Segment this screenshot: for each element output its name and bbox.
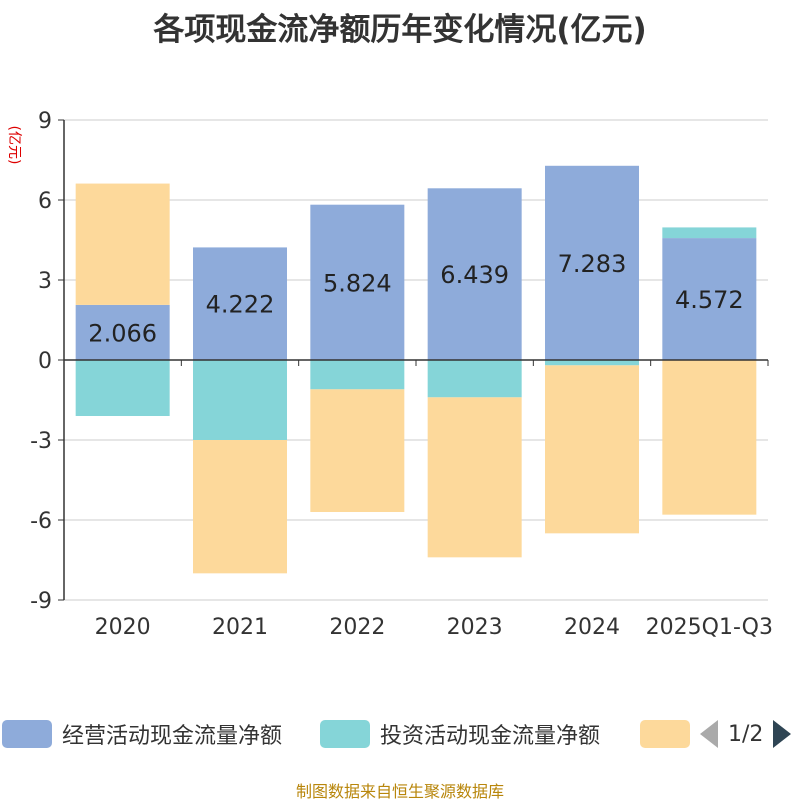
legend-prev-page-icon[interactable]	[700, 720, 718, 748]
bar-3-2021[interactable]	[193, 440, 287, 574]
bar-1-2024[interactable]	[545, 165, 639, 360]
y-tick-label: 3	[38, 269, 52, 294]
legend-label-operating: 经营活动现金流量净额	[62, 724, 283, 749]
data-label-2023: 6.439	[440, 261, 509, 289]
x-tick-label-2025Q1-Q3: 2025Q1-Q3	[646, 615, 773, 640]
bar-2-2023[interactable]	[427, 360, 522, 398]
legend-item-financing[interactable]	[640, 714, 700, 754]
label-layer: 2.066 4.222 5.824 6.439 7.283 4.572	[88, 250, 743, 348]
bar-layer	[75, 165, 757, 574]
bar-2-2021[interactable]	[193, 360, 287, 440]
bar-3-2025Q1-Q3[interactable]	[662, 360, 757, 515]
y-tick-label: 9	[38, 109, 52, 134]
bar-1-2025Q1-Q3[interactable]	[662, 238, 757, 360]
bar-2-2022[interactable]	[310, 360, 405, 390]
bar-3-2020[interactable]	[75, 183, 170, 305]
data-label-2021: 4.222	[206, 291, 275, 319]
axis-layer: 9 6 3 0 -3 -6 -9 2020 2021 2022 2023 2024 2025Q1-Q3	[30, 109, 773, 640]
source-note: 制图数据来自恒生聚源数据库	[295, 782, 504, 801]
y-tick-label: -6	[30, 509, 52, 534]
grid-layer	[64, 119, 768, 601]
y-tick-label: -3	[30, 429, 52, 454]
data-label-2024: 7.283	[558, 250, 627, 278]
chart-title: 各项现金流净额历年变化情况(亿元)	[153, 12, 647, 48]
y-tick-label: -9	[30, 589, 52, 614]
x-tick-label-2024: 2024	[564, 615, 620, 640]
x-tick-label-2022: 2022	[329, 615, 385, 640]
x-tick-label-2020: 2020	[95, 615, 151, 640]
data-label-2022: 5.824	[323, 269, 392, 297]
legend-label-investing: 投资活动现金流量净额	[380, 724, 601, 749]
x-tick-label-2023: 2023	[447, 615, 503, 640]
bar-2-2025Q1-Q3[interactable]	[662, 227, 757, 239]
bar-2-2020[interactable]	[75, 360, 170, 416]
bar-3-2022[interactable]	[310, 389, 405, 512]
bar-1-2020[interactable]	[75, 304, 170, 360]
bar-1-2023[interactable]	[427, 188, 522, 360]
legend-swatch-operating	[2, 720, 52, 748]
legend-swatch-financing	[640, 720, 690, 748]
bar-3-2024[interactable]	[545, 365, 639, 534]
legend-next-page-icon[interactable]	[773, 720, 792, 748]
bar-2-2024[interactable]	[545, 360, 639, 366]
y-tick-label: 6	[38, 189, 52, 214]
data-label-2020: 2.066	[88, 319, 157, 347]
data-label-2025Q1-Q3: 4.572	[675, 286, 744, 314]
bar-1-2021[interactable]	[193, 247, 287, 360]
bar-3-2023[interactable]	[427, 397, 522, 558]
legend-pager: 1/2	[700, 714, 792, 754]
legend-page-indicator: 1/2	[728, 721, 764, 747]
legend-item-operating[interactable]: 经营活动现金流量净额	[2, 714, 282, 754]
legend-swatch-investing	[320, 720, 370, 748]
legend-item-investing[interactable]: 投资活动现金流量净额	[320, 714, 600, 754]
y-tick-label: 0	[38, 349, 52, 374]
legend: 经营活动现金流量净额 投资活动现金流量净额	[0, 714, 800, 754]
y-axis-unit: (亿元)	[6, 126, 22, 165]
bar-1-2022[interactable]	[310, 204, 405, 360]
x-tick-label-2021: 2021	[212, 615, 268, 640]
